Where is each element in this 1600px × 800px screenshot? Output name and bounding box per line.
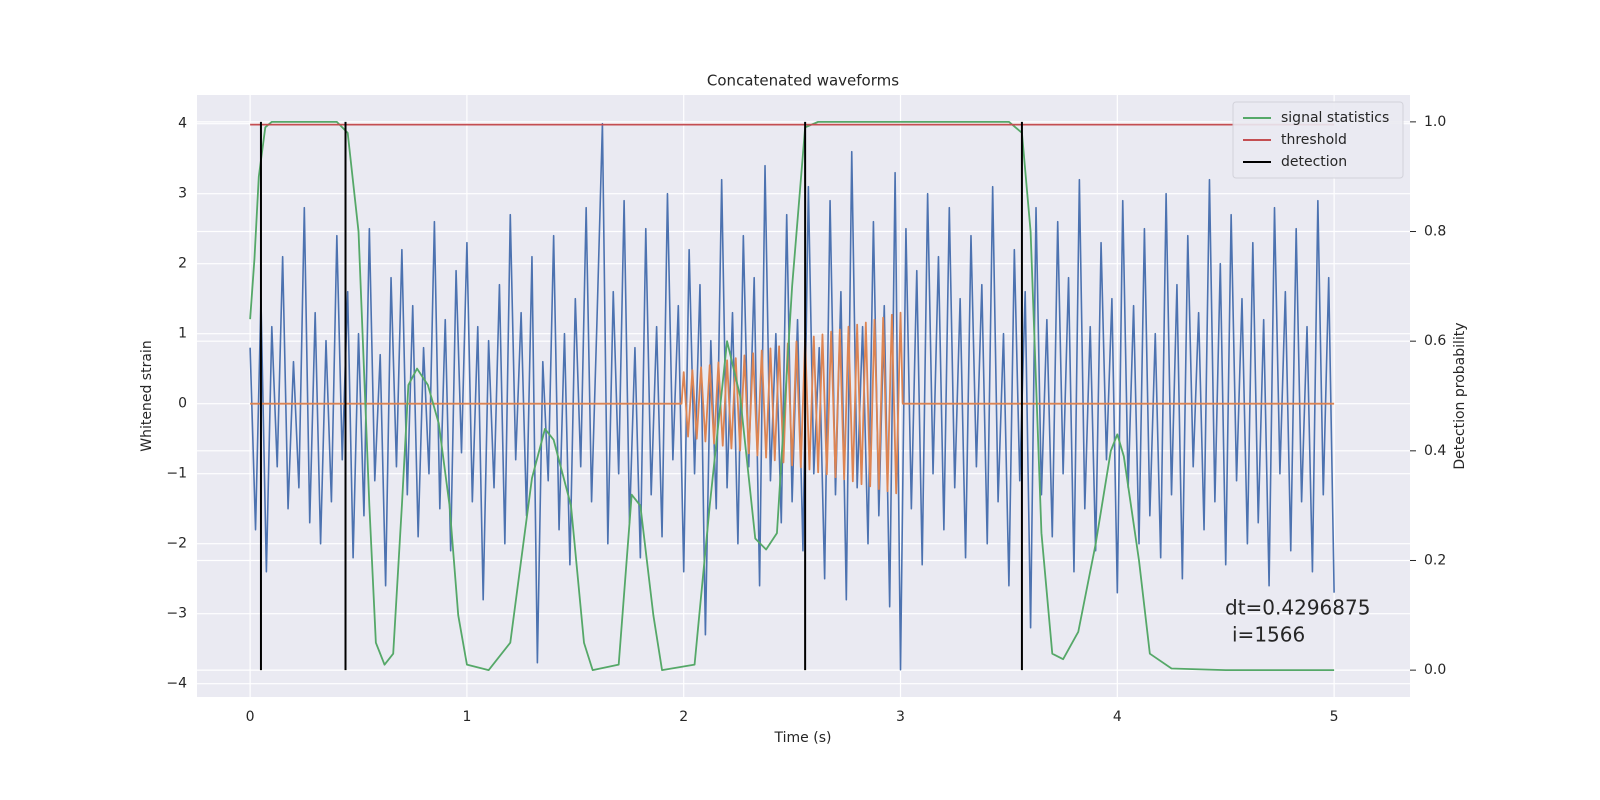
y-tick-label: 1 xyxy=(178,326,187,342)
marks xyxy=(249,120,1335,672)
x-axis-label: Time (s) xyxy=(774,730,832,746)
x-tick-label: 3 xyxy=(896,709,905,725)
x-tick-label: 4 xyxy=(1113,709,1122,725)
y2-tick-label: 0.4 xyxy=(1424,443,1446,459)
legend-box xyxy=(1232,101,1404,179)
legend-label: signal statistics xyxy=(1281,110,1389,126)
x-tick-label: 2 xyxy=(679,709,688,725)
x-tick-label: 1 xyxy=(462,709,471,725)
legend-label: threshold xyxy=(1281,132,1347,148)
y2-tick-label: 0.2 xyxy=(1424,552,1446,568)
legend-label: detection xyxy=(1281,154,1347,170)
y-tick-label: 3 xyxy=(178,186,187,202)
y2-axis-label: Detection probability xyxy=(1452,322,1468,469)
chart-title: Concatenated waveforms xyxy=(707,72,899,90)
y-tick-label: −4 xyxy=(166,676,187,692)
y-tick-label: −1 xyxy=(166,466,187,482)
y-tick-label: −2 xyxy=(166,536,187,552)
y2-tick-label: 0.0 xyxy=(1424,662,1446,678)
y-tick-label: 0 xyxy=(178,396,187,412)
y-tick-label: 4 xyxy=(178,116,187,132)
series-line xyxy=(249,122,1335,671)
y2-tick-label: 0.8 xyxy=(1424,224,1446,240)
x-tick-label: 0 xyxy=(246,709,255,725)
annotation: i=1566 xyxy=(1232,623,1305,647)
y-tick-label: 2 xyxy=(178,256,187,272)
series-line xyxy=(249,120,1335,672)
legend: signal statistics threshold detection xyxy=(1232,101,1404,179)
y2-tick-label: 0.6 xyxy=(1424,333,1446,349)
y-axis-label: Whitened strain xyxy=(139,340,155,451)
x-tick-label: 5 xyxy=(1330,709,1339,725)
annotation: dt=0.4296875 xyxy=(1225,596,1370,620)
series-line xyxy=(250,311,1335,495)
y-tick-label: −3 xyxy=(166,606,187,622)
y2-tick-label: 1.0 xyxy=(1424,114,1446,130)
